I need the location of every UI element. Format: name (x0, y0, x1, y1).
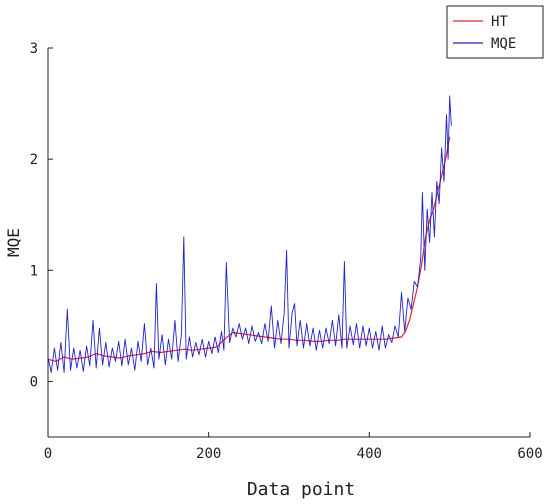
axes: 0 200 400 600 0 1 2 3 Data point MQE (4, 41, 543, 500)
y-tick-label: 3 (30, 41, 38, 57)
legend: HT MQE (446, 5, 544, 59)
series-line-mqe (47, 95, 452, 373)
legend-label: MQE (491, 36, 516, 52)
x-tick-label: 0 (44, 446, 52, 462)
x-tick-label: 400 (357, 446, 382, 462)
series-lines (47, 95, 452, 373)
series-line-ht (47, 136, 451, 362)
y-tick-label: 2 (30, 152, 38, 168)
x-tick-label: 600 (517, 446, 542, 462)
x-tick-label: 200 (196, 446, 221, 462)
y-axis-label: MQE (4, 228, 23, 257)
legend-label: HT (491, 14, 508, 30)
y-tick-label: 1 (30, 263, 38, 279)
y-tick-label: 0 (30, 374, 38, 390)
legend-box (446, 5, 544, 59)
x-axis-label: Data point (247, 479, 355, 500)
